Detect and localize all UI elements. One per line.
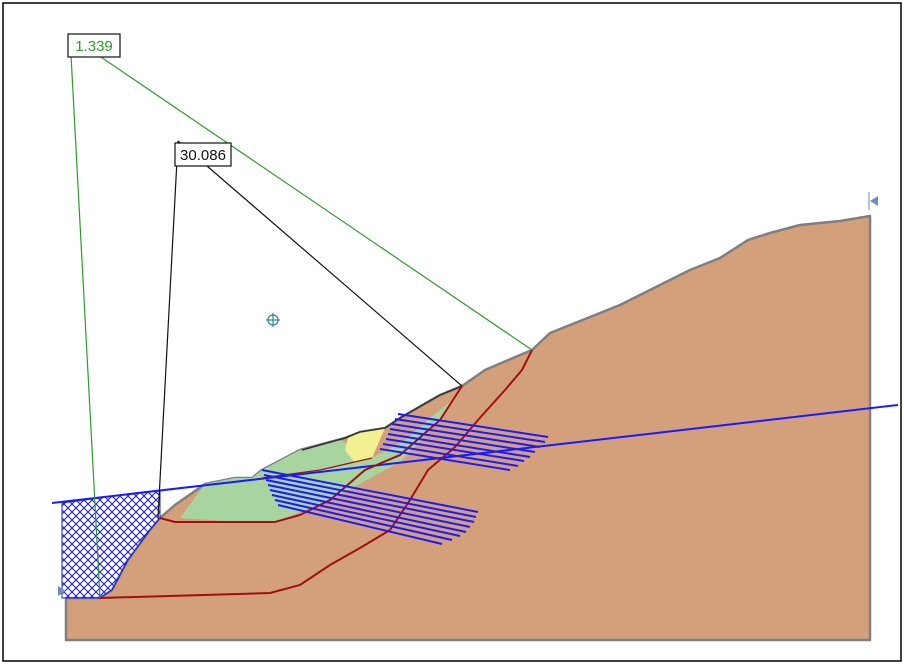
global-minimum-radii bbox=[69, 35, 533, 599]
slope-material bbox=[66, 216, 870, 640]
selected-surface-fs-value: 30.086 bbox=[180, 147, 226, 164]
global-minimum-fs-label[interactable]: 1.339 bbox=[67, 33, 121, 58]
slip-surface-critical bbox=[159, 385, 463, 523]
selected-surface-fs-label[interactable]: 30.086 bbox=[174, 142, 232, 167]
failed-mass-yellow bbox=[345, 428, 385, 463]
triangle-left-icon bbox=[870, 196, 878, 206]
slip-surface-deep bbox=[99, 349, 533, 599]
crosshair-circle-icon bbox=[266, 313, 280, 327]
reinforcement-group-lower bbox=[261, 469, 479, 545]
sliding-mass-outline bbox=[301, 385, 463, 451]
ponded-water-region bbox=[61, 489, 161, 599]
failed-mass-green bbox=[180, 398, 455, 522]
reinforcement-group-upper bbox=[379, 413, 549, 471]
global-minimum-fs-value: 1.339 bbox=[75, 38, 113, 55]
slip-surface-inner-green bbox=[261, 457, 373, 479]
selected-surface-radii bbox=[157, 140, 463, 519]
triangle-right-icon bbox=[58, 586, 66, 596]
